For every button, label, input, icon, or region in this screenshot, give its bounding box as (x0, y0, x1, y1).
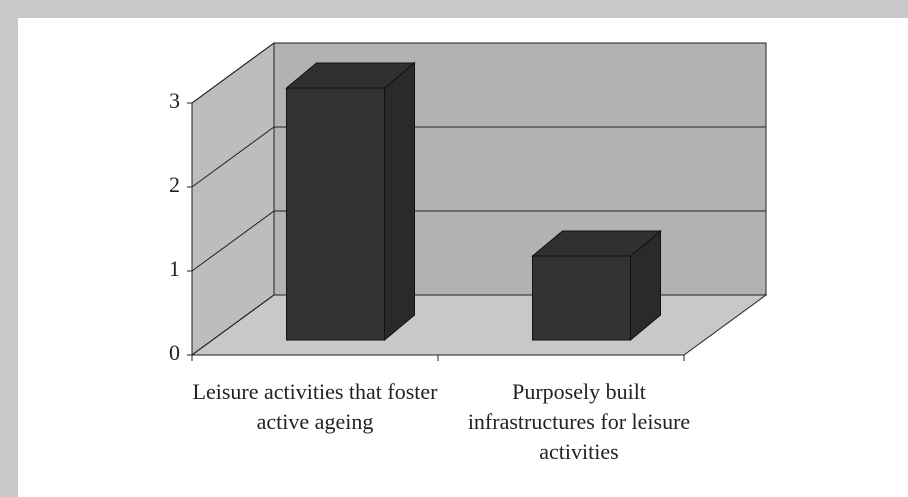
bar-front (532, 255, 631, 341)
bar-front (286, 87, 385, 341)
y-tick-label: 2 (169, 172, 180, 197)
floor (190, 294, 768, 356)
grid-line (191, 126, 766, 188)
y-tick-label: 3 (169, 88, 180, 113)
grid-line (191, 42, 766, 104)
bar-side (384, 61, 415, 342)
bar (285, 61, 416, 342)
bar (531, 229, 662, 342)
x-tick-label: Purposely built infrastructures for leis… (467, 379, 691, 464)
y-tick-label: 1 (169, 256, 180, 281)
x-tick-label: Leisure activities that foster active ag… (192, 379, 438, 434)
grid-line (191, 210, 766, 272)
y-tick-label: 0 (169, 340, 180, 365)
